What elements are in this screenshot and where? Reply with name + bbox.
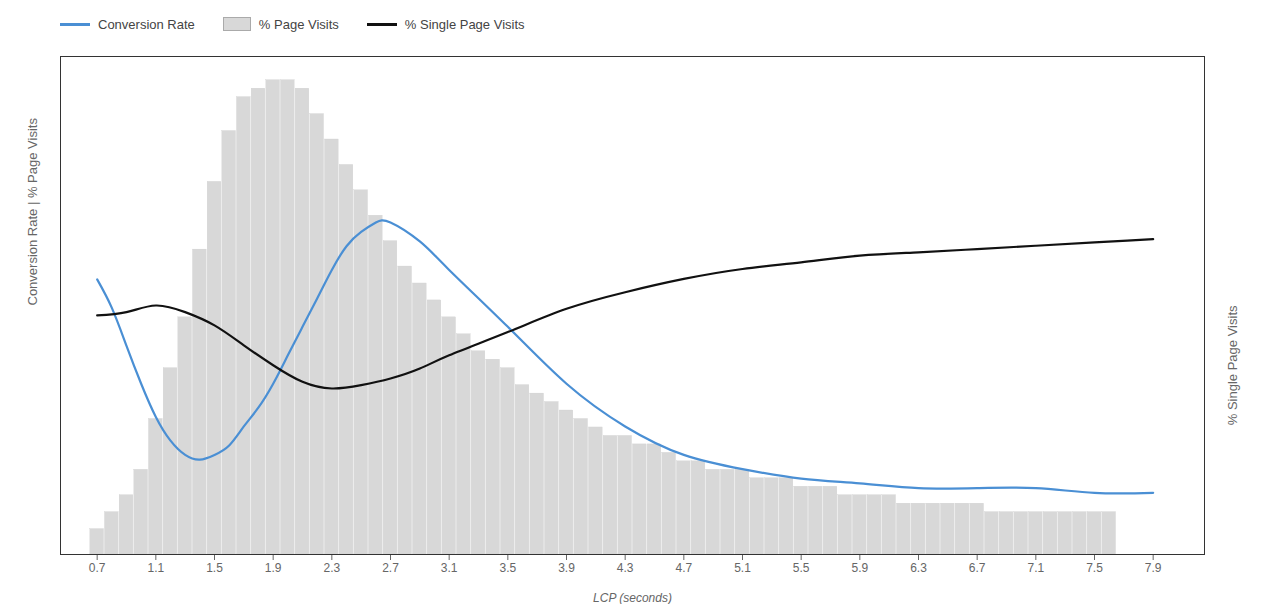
svg-text:Conversion Rate | % Page Visit: Conversion Rate | % Page Visits bbox=[25, 118, 40, 306]
svg-text:7.1: 7.1 bbox=[1027, 561, 1044, 575]
svg-text:4.3: 4.3 bbox=[617, 561, 634, 575]
svg-text:5.1: 5.1 bbox=[734, 561, 751, 575]
svg-text:3.5: 3.5 bbox=[499, 561, 516, 575]
svg-text:7.9: 7.9 bbox=[1145, 561, 1162, 575]
svg-text:3.9: 3.9 bbox=[558, 561, 575, 575]
svg-text:5.9: 5.9 bbox=[851, 561, 868, 575]
svg-text:6.7: 6.7 bbox=[969, 561, 986, 575]
svg-text:4.7: 4.7 bbox=[675, 561, 692, 575]
svg-text:1.5: 1.5 bbox=[206, 561, 223, 575]
html-text:% Page Visits: % Page Visits bbox=[258, 16, 339, 32]
svg-text:3.1: 3.1 bbox=[441, 561, 458, 575]
html-text:Conversion Rate: Conversion Rate bbox=[98, 16, 195, 32]
svg-text:% Single Page Visits: % Single Page Visits bbox=[1225, 305, 1240, 425]
svg-text:6.3: 6.3 bbox=[910, 561, 927, 575]
svg-text:LCP (seconds): LCP (seconds) bbox=[593, 591, 672, 605]
svg-text:5.5: 5.5 bbox=[793, 561, 810, 575]
svg-text:1.9: 1.9 bbox=[265, 561, 282, 575]
svg-text:2.3: 2.3 bbox=[323, 561, 340, 575]
html-text:% Single Page Visits: % Single Page Visits bbox=[404, 16, 525, 32]
svg-text:2.7: 2.7 bbox=[382, 561, 399, 575]
svg-text:7.5: 7.5 bbox=[1086, 561, 1103, 575]
svg-text:0.7: 0.7 bbox=[89, 561, 106, 575]
svg-text:1.1: 1.1 bbox=[147, 561, 164, 575]
